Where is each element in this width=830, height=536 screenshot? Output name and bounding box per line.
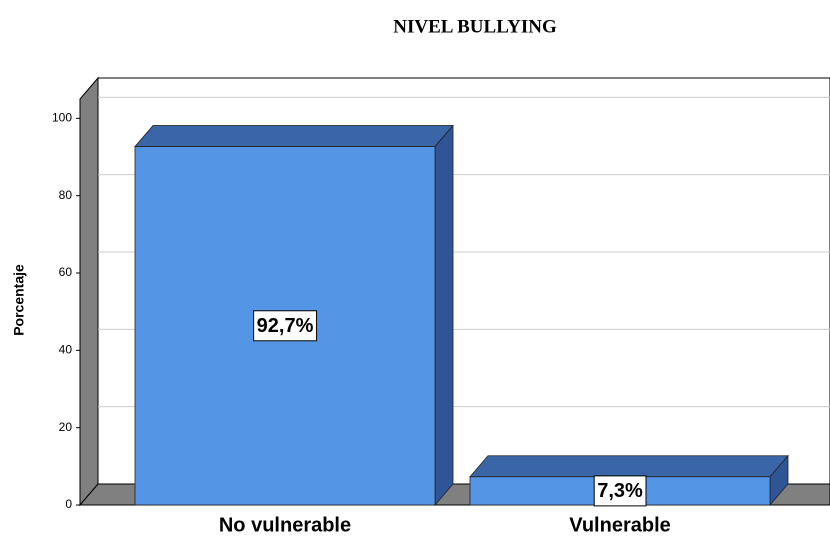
value-label: 7,3% [597,480,643,502]
y-axis-label: Porcentaje [11,264,27,336]
y-tick-label: 60 [59,265,73,279]
x-tick-label: Vulnerable [569,514,671,536]
y-tick-label: 80 [59,188,73,202]
y-tick-label: 100 [52,111,72,125]
y-tick-label: 20 [59,420,73,434]
y-tick-label: 0 [65,497,72,511]
y-tick-label: 40 [59,343,73,357]
x-tick-label: No vulnerable [219,514,351,536]
left-wall [79,76,99,507]
bar-top [469,455,789,478]
bar-side [434,124,454,507]
value-label: 92,7% [257,315,314,337]
bar-top [134,125,454,147]
value-label-box [253,310,318,342]
chart-title: NIVEL BULLYING [393,16,557,37]
value-label-box [593,475,647,507]
